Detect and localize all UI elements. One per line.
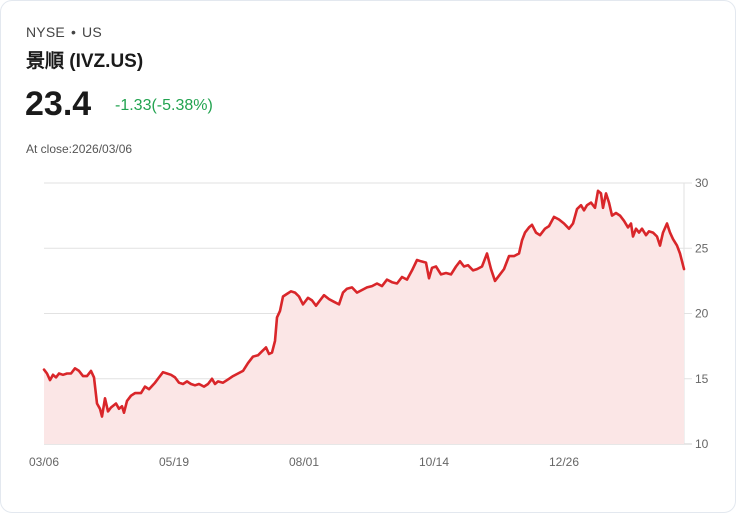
y-tick-label: 30 — [695, 176, 709, 190]
price-change: -1.33(-5.38%) — [115, 97, 213, 114]
y-tick-label: 25 — [695, 241, 709, 255]
exchange-name: NYSE — [26, 24, 65, 40]
x-tick-label: 10/14 — [419, 455, 449, 469]
x-tick-label: 03/06 — [29, 455, 59, 469]
y-tick-label: 20 — [695, 307, 709, 321]
stock-title: 景順 (IVZ.US) — [26, 51, 144, 72]
current-price: 23.4 — [25, 85, 92, 123]
price-chart[interactable]: 10 15 20 25 30 03/06 05/19 08/01 10/14 12/26 — [1, 171, 736, 471]
x-tick-label: 05/19 — [159, 455, 189, 469]
x-tick-label: 08/01 — [289, 455, 319, 469]
exchange-info: NYSE • US — [26, 24, 102, 40]
y-axis-labels: 10 15 20 25 30 — [695, 176, 709, 451]
region-name: US — [82, 24, 102, 40]
close-timestamp: At close:2026/03/06 — [26, 142, 133, 156]
y-tick-label: 15 — [695, 372, 709, 386]
separator-dot: • — [70, 24, 77, 40]
price-chart-svg: 10 15 20 25 30 03/06 05/19 08/01 10/14 12/26 — [29, 176, 709, 469]
x-tick-label: 12/26 — [549, 455, 579, 469]
y-tick-label: 10 — [695, 437, 709, 451]
price-area-fill — [44, 190, 684, 444]
price-line — [42, 189, 686, 418]
x-axis-labels: 03/06 05/19 08/01 10/14 12/26 — [29, 455, 579, 469]
